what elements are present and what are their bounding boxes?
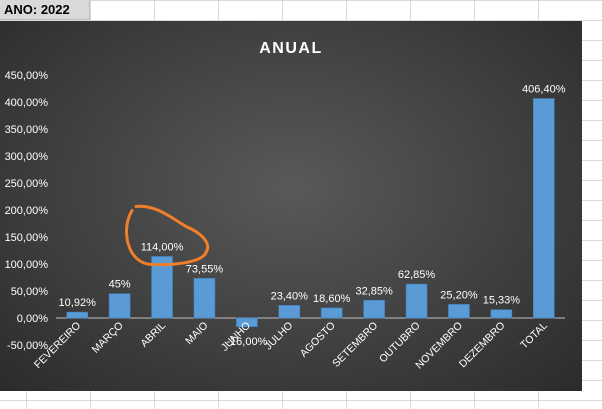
y-tick-label: 250,00% [5,178,49,190]
data-label: 15,33% [483,295,521,307]
y-tick-label: 300,00% [5,151,49,163]
x-tick-label: TOTAL [518,320,550,352]
bar [151,256,173,319]
chart-area[interactable]: ANUAL -50,00% 0,00% 50,00% 100,00% 150,00% 20… [0,21,582,391]
data-label: 10,92% [59,297,97,309]
y-tick-label: 150,00% [5,232,49,244]
y-tick-label: -50,00% [7,340,48,352]
x-tick-label: OUTUBRO [377,320,423,366]
bar [193,277,216,319]
y-axis: -50,00% 0,00% 50,00% 100,00% 150,00% 200,00% 2… [5,70,49,352]
data-label: 18,60% [313,293,351,305]
data-label: 73,55% [186,263,224,275]
data-label: 62,85% [398,269,436,281]
y-tick-label: 400,00% [5,97,49,109]
y-tick-label: 350,00% [5,124,49,136]
data-label: 45% [109,279,131,291]
chart-title: ANUAL [259,40,323,57]
bar [532,98,555,319]
data-label: -16,00% [226,336,267,348]
x-tick-label: ABRIL [138,320,168,350]
x-tick-label: AGOSTO [298,320,338,360]
y-tick-label: 450,00% [5,70,49,82]
x-axis: FEVEREIRO MARÇO ABRIL MAIO JUNHO JULHO AGOSTOS… [32,320,550,372]
x-tick-label: MARÇO [90,320,126,356]
bar [405,283,428,319]
y-tick-label: 100,00% [5,259,49,271]
bar [448,304,470,319]
bar [363,299,385,319]
bar [320,307,343,319]
bar [490,309,513,319]
bar [108,293,131,319]
x-tick-label: JULHO [263,320,296,353]
bar-chart: ANUAL -50,00% 0,00% 50,00% 100,00% 150,00% 20… [5,40,566,372]
data-label: 23,40% [271,290,309,302]
x-tick-label: DEZEMBRO [457,320,508,371]
data-label: 114,00% [141,241,184,253]
y-tick-label: 200,00% [5,205,49,217]
data-label: 32,85% [355,285,393,297]
data-label: 25,20% [440,289,478,301]
x-tick-label: MAIO [183,320,210,347]
y-tick-label: 50,00% [11,286,49,298]
bar [66,311,89,319]
bar [236,317,258,327]
bar [278,305,301,319]
data-label: 406,40% [522,84,566,96]
data-labels: 10,92% 45% 114,00%73,55% -16,00% 23,40% 18,60… [59,84,566,348]
x-tick-label: SETEMBRO [330,320,380,370]
annotation-circle [125,204,209,267]
y-tick-label: 0,00% [17,313,48,325]
bars [66,98,555,327]
year-cell[interactable]: ANO: 2022 [0,0,90,20]
